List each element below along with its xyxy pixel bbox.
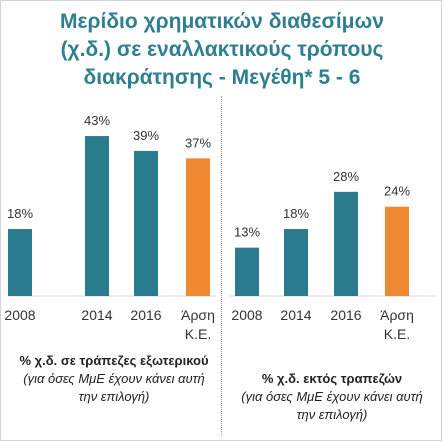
chart-title-line-3: διακράτησης - Μεγέθη* 5 - 6 [83,66,361,89]
chart-title-line-1: Μερίδιο χρηματικών διαθεσίμων [60,10,384,33]
chart-title: Μερίδιο χρηματικών διαθεσίμων (χ.δ.) σε … [0,8,444,92]
right-caption-italic: (για όσες ΜμΕ έχουν κάνει αυτή την επιλο… [241,389,423,422]
bar-2-2008 [235,247,259,296]
chart-title-line-2: (χ.δ.) σε εναλλακτικούς τρόπους [60,38,384,61]
value-label-2-3: 28% [333,169,359,184]
bar-2-Άρση-Κ.Ε. [385,206,409,296]
category-label-1-1: 2008 [4,307,35,323]
category-label-1-4-line-2: Κ.Ε. [185,326,211,342]
category-label-1-3: 2016 [130,307,161,323]
left-caption-bold: % χ.δ. σε τράπεζες εξωτερικού [19,353,209,368]
left-caption-italic: (για όσες ΜμΕ έχουν κάνει αυτή την επιλο… [23,371,205,404]
category-label-2-4-line-1: Άρση [380,307,414,323]
value-label-2-4: 24% [384,184,410,199]
bar-2-2016 [334,191,358,296]
right-caption: % χ.δ. εκτός τραπεζών (για όσες ΜμΕ έχου… [232,370,432,424]
bar-1-2008 [8,229,32,296]
value-label-1-3: 39% [133,128,159,143]
value-label-2-1: 13% [234,225,260,240]
category-label-2-4-line-2: Κ.Ε. [384,326,410,342]
bar-1-2016 [134,150,158,296]
value-label-1-1: 18% [7,206,33,221]
bar-1-2014 [85,136,109,296]
value-label-1-4: 37% [185,135,211,150]
value-label-2-2: 18% [283,206,309,221]
category-label-1-2: 2014 [81,307,112,323]
category-label-2-2: 2014 [280,307,311,323]
category-label-1-4-line-1: Άρση [181,307,215,323]
bar-1-Άρση-Κ.Ε. [186,158,210,296]
category-label-2-3: 2016 [330,307,361,323]
value-label-1-2: 43% [84,113,110,128]
left-caption: % χ.δ. σε τράπεζες εξωτερικού (για όσες … [14,352,214,406]
category-label-2-1: 2008 [231,307,262,323]
bar-2-2014 [284,229,308,296]
panel-divider [221,96,222,436]
right-caption-bold: % χ.δ. εκτός τραπεζών [261,371,403,386]
